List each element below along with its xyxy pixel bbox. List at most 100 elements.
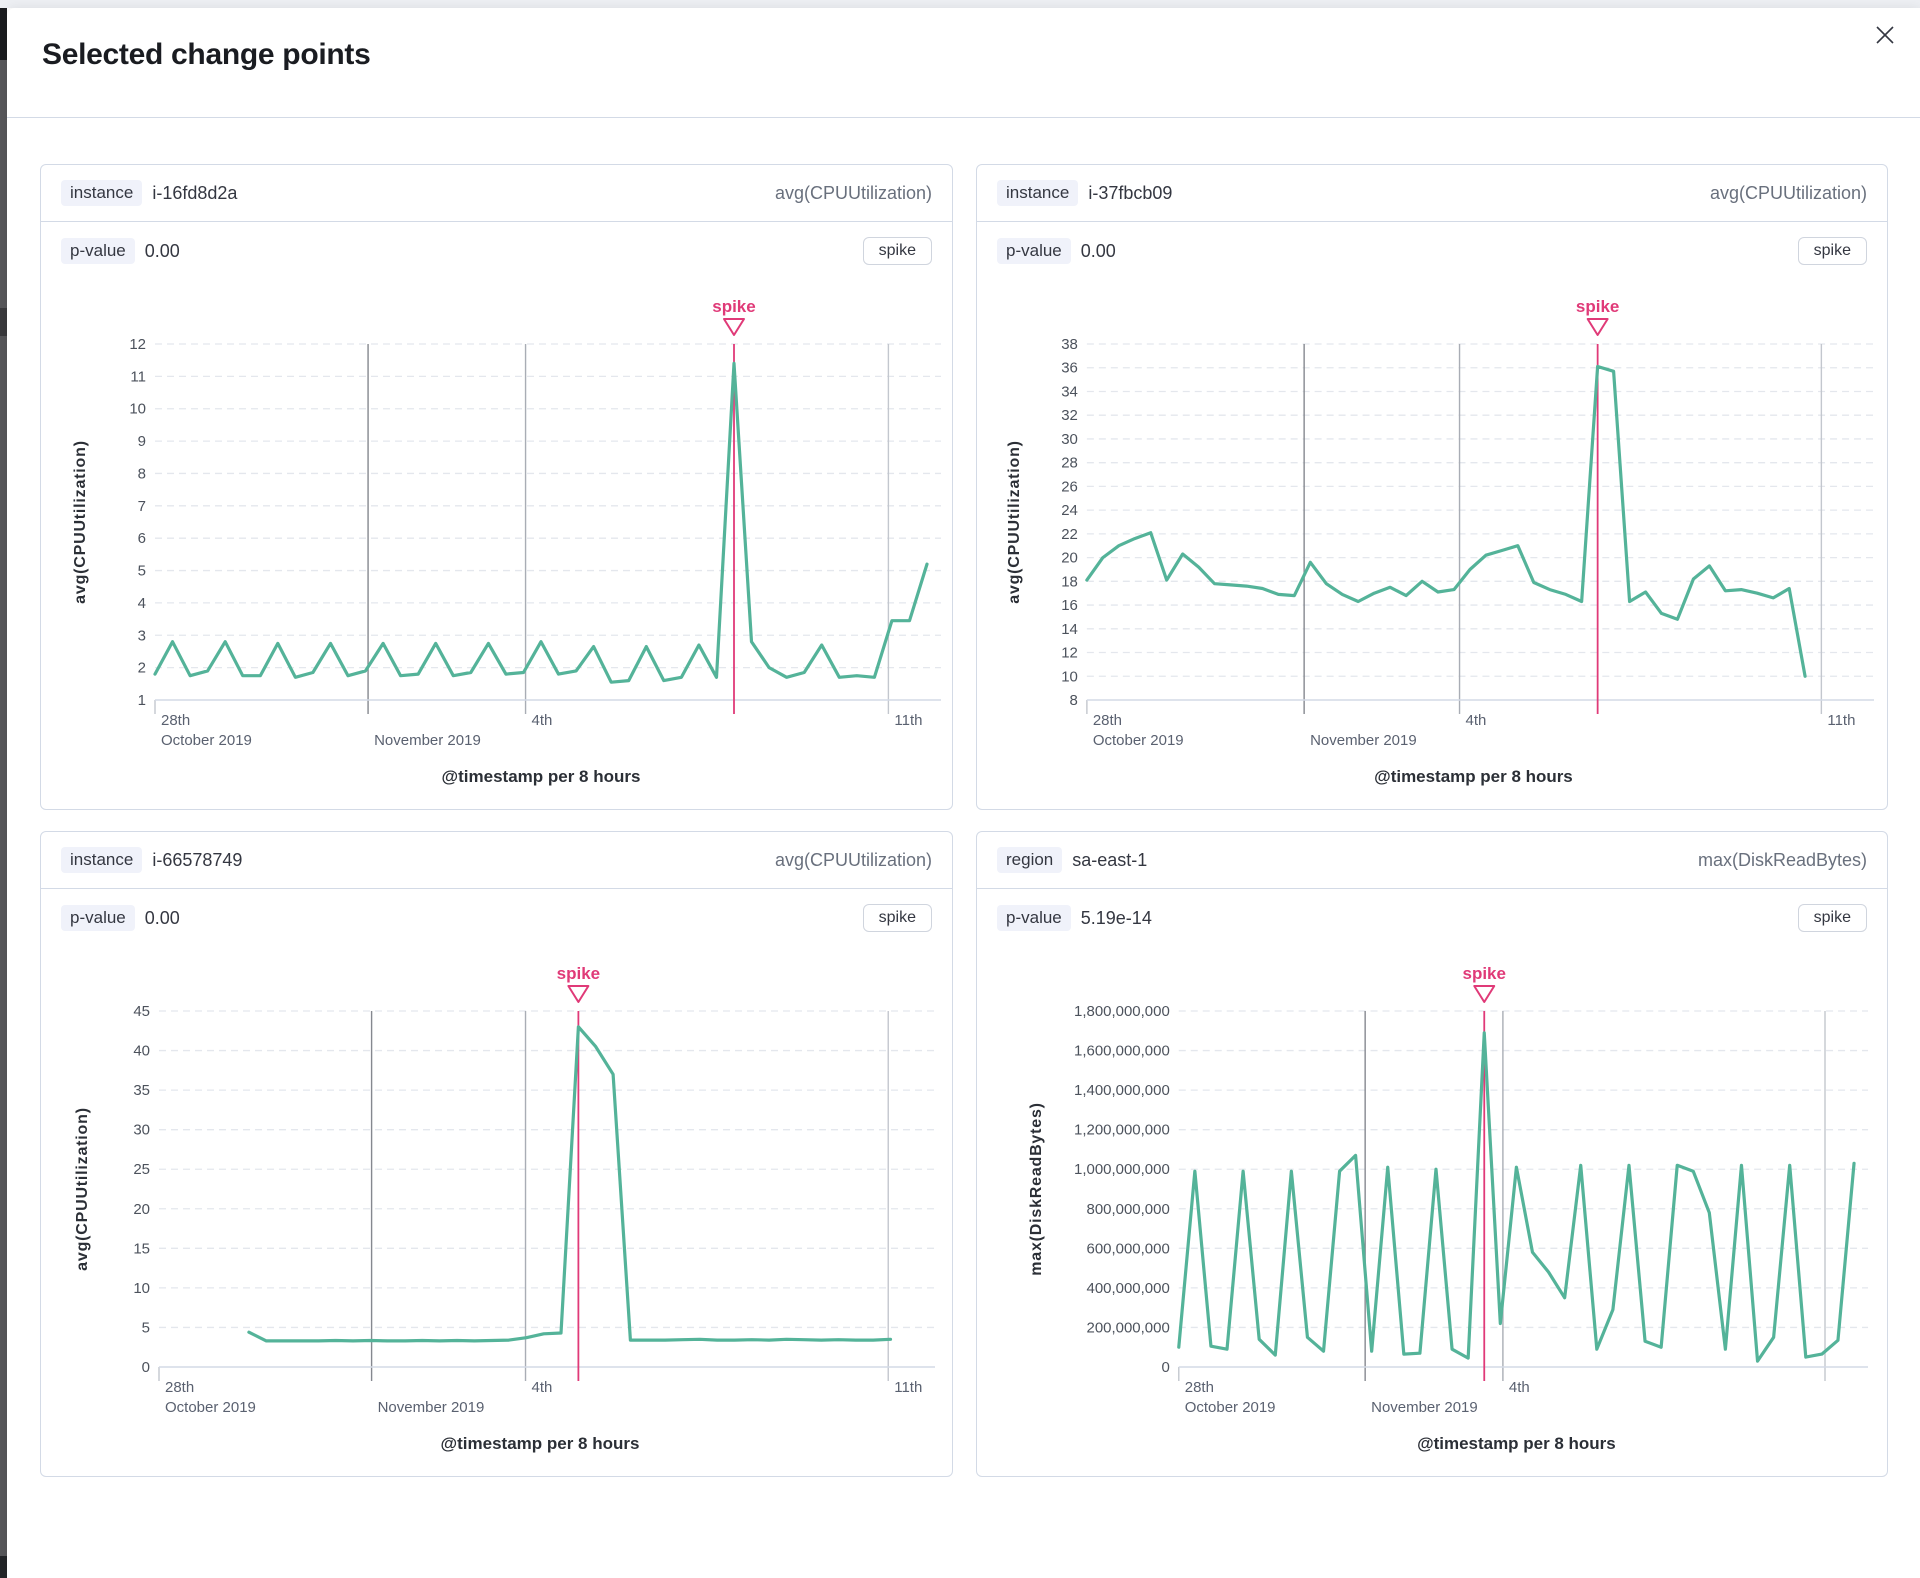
y-tick-label: 16: [1061, 597, 1078, 614]
x-tick-label: October 2019: [161, 732, 252, 749]
y-tick-label: 35: [133, 1082, 150, 1099]
background-app-fragment: [0, 1556, 7, 1578]
y-tick-label: 12: [1061, 645, 1078, 662]
x-tick-label: 11th: [894, 1379, 922, 1396]
x-tick-label: 4th: [1509, 1379, 1530, 1396]
x-tick-label: 4th: [1466, 712, 1487, 729]
y-tick-label: 800,000,000: [1086, 1201, 1169, 1218]
y-tick-label: 5: [142, 1319, 150, 1336]
panel-stats-row: p-value 0.00 spike: [977, 222, 1887, 280]
y-tick-label: 36: [1061, 360, 1078, 377]
y-axis-title: max(DiskReadBytes): [1028, 1102, 1045, 1276]
change-point-panel: instance i-66578749 avg(CPUUtilization) …: [40, 831, 953, 1477]
series-line: [247, 1025, 893, 1343]
y-tick-label: 22: [1061, 526, 1078, 543]
y-tick-label: 3: [138, 627, 146, 644]
y-tick-label: 10: [133, 1280, 150, 1297]
y-axis-title: avg(CPUUtilization): [1006, 440, 1023, 604]
p-value: 0.00: [144, 240, 180, 261]
modal-title: Selected change points: [42, 38, 371, 71]
y-tick-label: 30: [1061, 431, 1078, 448]
y-tick-label: 32: [1061, 407, 1078, 424]
y-tick-label: 0: [142, 1359, 150, 1376]
background-app-fragment: [0, 8, 7, 60]
spike-type-button[interactable]: spike: [862, 904, 932, 932]
x-tick-label: November 2019: [1371, 1399, 1478, 1416]
y-axis-title: avg(CPUUtilization): [74, 1107, 91, 1271]
spike-type-button[interactable]: spike: [1797, 237, 1867, 265]
y-tick-label: 45: [133, 1003, 150, 1020]
change-point-panel: instance i-37fbcb09 avg(CPUUtilization) …: [976, 164, 1888, 810]
y-tick-label: 0: [1161, 1359, 1169, 1376]
x-tick-label: October 2019: [1093, 732, 1184, 749]
field-value: i-37fbcb09: [1088, 182, 1173, 203]
x-tick-label: November 2019: [1310, 732, 1417, 749]
x-tick-label: 4th: [532, 1379, 553, 1396]
y-tick-label: 30: [133, 1122, 150, 1139]
x-tick-label: November 2019: [378, 1399, 485, 1416]
p-value-badge: p-value: [997, 904, 1071, 932]
spike-type-button[interactable]: spike: [1797, 904, 1867, 932]
spike-annotation-label: spike: [1463, 964, 1506, 983]
y-tick-label: 6: [138, 530, 146, 547]
y-tick-label: 600,000,000: [1086, 1240, 1169, 1257]
y-tick-label: 10: [1061, 668, 1078, 685]
y-tick-label: 8: [1070, 692, 1078, 709]
metric-label: avg(CPUUtilization): [774, 849, 932, 870]
spike-triangle-icon: [1473, 985, 1496, 1003]
panel-stats-row: p-value 5.19e-14 spike: [977, 889, 1887, 947]
field-name-badge: instance: [997, 179, 1079, 207]
y-tick-label: 5: [138, 563, 146, 580]
panel-stats-row: p-value 0.00 spike: [41, 222, 952, 280]
spike-annotation-label: spike: [1576, 297, 1619, 316]
field-name-badge: instance: [61, 179, 143, 207]
y-tick-label: 12: [129, 336, 146, 353]
y-tick-label: 11: [130, 368, 146, 385]
x-tick-label: 28th: [1185, 1379, 1214, 1396]
close-icon[interactable]: [1872, 22, 1898, 48]
y-tick-label: 1,000,000,000: [1074, 1161, 1170, 1178]
y-tick-label: 24: [1061, 502, 1078, 519]
page-top-strip: [0, 0, 1920, 8]
metric-label: max(DiskReadBytes): [1697, 849, 1867, 870]
p-value-badge: p-value: [61, 904, 135, 932]
y-tick-label: 8: [138, 465, 146, 482]
spike-triangle-icon: [723, 318, 745, 336]
x-tick-label: 4th: [532, 712, 553, 729]
y-tick-label: 25: [133, 1161, 150, 1178]
chart-area: 8 10 12 14 16 18 20 22 24 26 28 30 32 34 36 38 28th Octob…: [977, 288, 1887, 808]
y-tick-label: 400,000,000: [1086, 1280, 1169, 1297]
y-tick-label: 26: [1061, 478, 1078, 495]
y-tick-label: 40: [133, 1043, 150, 1060]
y-tick-label: 1,800,000,000: [1074, 1003, 1170, 1020]
y-axis-title: avg(CPUUtilization): [72, 440, 89, 604]
y-tick-label: 28: [1061, 455, 1078, 472]
y-tick-label: 1,400,000,000: [1074, 1082, 1170, 1099]
spike-triangle-icon: [1586, 318, 1609, 336]
x-axis-title: @timestamp per 8 hours: [442, 767, 641, 786]
p-value: 0.00: [144, 907, 180, 928]
y-tick-label: 1,600,000,000: [1074, 1043, 1170, 1060]
spike-type-button[interactable]: spike: [862, 237, 932, 265]
y-tick-label: 14: [1061, 621, 1078, 638]
panel-header-row: instance i-66578749 avg(CPUUtilization): [41, 832, 952, 889]
x-axis-title: @timestamp per 8 hours: [1417, 1434, 1616, 1453]
x-tick-label: November 2019: [374, 732, 481, 749]
x-tick-label: 28th: [165, 1379, 194, 1396]
y-tick-label: 34: [1061, 383, 1078, 400]
series-line: [153, 361, 929, 684]
y-tick-label: 20: [133, 1201, 150, 1218]
modal-header: Selected change points: [7, 8, 1920, 118]
chart-area: 0 200,000,000 400,000,000 600,000,000 800,00…: [977, 955, 1887, 1475]
field-value: i-16fd8d2a: [152, 182, 238, 203]
spike-annotation-label: spike: [712, 297, 755, 316]
x-tick-label: 28th: [161, 712, 190, 729]
p-value: 5.19e-14: [1080, 907, 1152, 928]
y-tick-label: 1: [138, 692, 146, 709]
spike-triangle-icon: [567, 985, 590, 1003]
y-tick-label: 15: [133, 1240, 150, 1257]
panel-stats-row: p-value 0.00 spike: [41, 889, 952, 947]
spike-annotation-label: spike: [557, 964, 600, 983]
change-point-panels-grid: instance i-16fd8d2a avg(CPUUtilization) …: [40, 164, 1888, 1477]
y-tick-label: 1,200,000,000: [1074, 1122, 1170, 1139]
